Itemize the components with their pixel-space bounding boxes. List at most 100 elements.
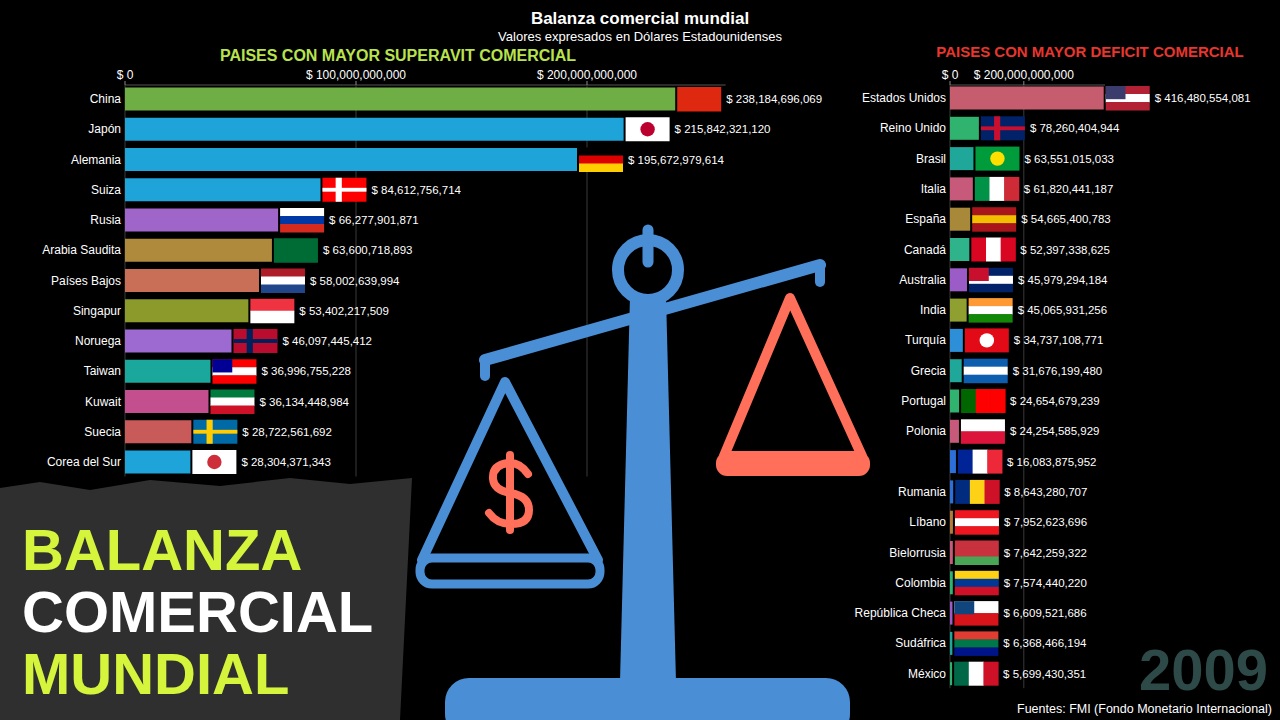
flag-disc xyxy=(207,455,221,469)
category-label: China xyxy=(90,92,122,106)
flag-stripe xyxy=(955,541,999,550)
data-label: $ 8,643,280,707 xyxy=(1004,486,1087,498)
flag-cross xyxy=(233,339,277,343)
flag-stripe xyxy=(961,419,1005,432)
flag-stripe xyxy=(579,164,623,173)
data-label: $ 45,979,294,184 xyxy=(1018,274,1108,286)
flag-field xyxy=(193,420,237,444)
data-label: $ 61,820,441,187 xyxy=(1024,183,1114,195)
flag xyxy=(961,389,1006,413)
category-label: Italia xyxy=(921,182,947,196)
banner-ground xyxy=(0,478,412,720)
flag-stripe xyxy=(1001,238,1016,262)
category-label: Kuwait xyxy=(85,395,122,409)
flag xyxy=(972,207,1016,232)
flag-stripe xyxy=(954,639,998,648)
flag xyxy=(193,420,237,444)
bar xyxy=(950,299,967,322)
scale-dish-right xyxy=(716,452,870,476)
bar xyxy=(950,329,963,352)
data-label: $ 28,722,561,692 xyxy=(242,426,332,438)
flag-stripe xyxy=(954,601,998,614)
flag xyxy=(958,450,1003,474)
flag xyxy=(955,480,1000,504)
bar xyxy=(950,602,952,625)
flag-stripe xyxy=(280,216,324,225)
category-label: Brasil xyxy=(916,152,946,166)
flag-field xyxy=(981,116,1025,140)
flag-stripe xyxy=(970,480,985,504)
category-label: Países Bajos xyxy=(51,274,121,288)
flag-stripe xyxy=(969,298,1013,307)
bar xyxy=(125,299,248,322)
scale-knob xyxy=(643,230,654,262)
flag-disc xyxy=(990,151,1004,165)
flag-stripe xyxy=(955,510,999,519)
banner-text: MUNDIAL xyxy=(22,641,289,706)
data-label: $ 53,402,217,509 xyxy=(299,305,389,317)
flag-stripe xyxy=(989,177,1004,201)
banner-text: COMERCIAL xyxy=(22,579,373,644)
data-label: $ 28,304,371,343 xyxy=(241,456,331,468)
data-label: $ 34,737,108,771 xyxy=(1014,334,1104,346)
flag xyxy=(955,510,999,535)
data-label: $ 16,083,875,952 xyxy=(1007,456,1097,468)
flag-stripe xyxy=(250,311,294,324)
scale-hook xyxy=(815,265,825,282)
flag-stripe xyxy=(964,367,1008,376)
flag xyxy=(274,238,318,263)
bar xyxy=(950,541,953,564)
data-label: $ 416,480,554,081 xyxy=(1155,92,1251,104)
flag-stripe xyxy=(280,208,324,217)
bar xyxy=(950,390,959,413)
flag-stripe xyxy=(250,299,294,312)
bar xyxy=(125,360,210,383)
bars xyxy=(125,88,675,474)
category-label: Sudáfrica xyxy=(895,636,946,650)
flag-stripe xyxy=(987,450,1002,474)
data-label: $ 5,699,430,351 xyxy=(1003,668,1086,680)
data-label: $ 45,065,931,256 xyxy=(1018,304,1108,316)
flag-stripe xyxy=(976,389,991,413)
bar xyxy=(950,208,970,231)
category-label: Turquía xyxy=(905,333,946,347)
flag-stripe xyxy=(971,238,986,262)
flag-stripe xyxy=(964,375,1008,384)
category-label: Reino Unido xyxy=(880,121,946,135)
flag-stripe xyxy=(261,285,305,294)
chart-panel: PAISES CON MAYOR DEFICIT COMERCIAL$ 0$ 2… xyxy=(855,43,1251,688)
bar xyxy=(950,359,962,382)
scale-base xyxy=(445,678,850,720)
flag xyxy=(954,662,999,686)
scale-pole xyxy=(620,296,676,682)
flag xyxy=(1106,86,1150,111)
scale-icon xyxy=(420,230,870,720)
flag xyxy=(210,390,254,415)
flag-stripe xyxy=(1004,177,1019,201)
flag-field xyxy=(233,329,277,353)
data-label: $ 7,574,440,220 xyxy=(1004,577,1087,589)
category-label: Colombia xyxy=(895,576,946,590)
bar xyxy=(125,420,191,443)
category-label: España xyxy=(905,212,946,226)
flag-stripe xyxy=(210,390,254,399)
bar xyxy=(125,330,231,353)
tick-label: $ 0 xyxy=(942,68,959,82)
banner-text: BALANZA xyxy=(22,517,302,582)
flag-stripe xyxy=(274,238,318,263)
flag xyxy=(975,177,1020,201)
data-label: $ 36,996,755,228 xyxy=(261,365,351,377)
data-label: $ 52,397,338,625 xyxy=(1020,244,1110,256)
flag-canton xyxy=(954,601,974,614)
bar xyxy=(950,268,967,291)
category-label: Japón xyxy=(88,122,121,136)
data-label: $ 46,097,445,412 xyxy=(282,335,372,347)
data-label: $ 54,665,400,783 xyxy=(1021,213,1111,225)
flag-stripe xyxy=(212,375,256,384)
title: Balanza comercial mundial xyxy=(531,9,749,28)
scale-hook xyxy=(480,360,490,376)
bar xyxy=(125,118,624,141)
flag-cross xyxy=(322,188,366,192)
data-label: $ 6,609,521,686 xyxy=(1003,607,1086,619)
flag xyxy=(965,328,1009,352)
